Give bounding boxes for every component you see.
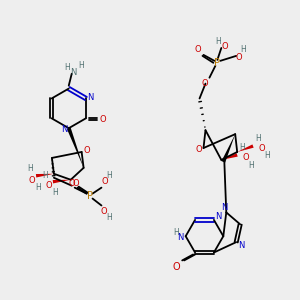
Text: H: H <box>35 183 41 192</box>
Text: N: N <box>87 93 93 102</box>
Text: N: N <box>61 125 68 134</box>
Text: H: H <box>173 228 178 237</box>
Text: H: H <box>64 63 70 72</box>
Text: H: H <box>240 45 246 54</box>
Text: O: O <box>195 146 202 154</box>
Polygon shape <box>221 134 235 163</box>
Text: O: O <box>243 153 249 162</box>
Text: O: O <box>194 45 201 54</box>
Text: P: P <box>214 58 220 68</box>
Text: H: H <box>239 142 245 152</box>
Text: O: O <box>101 177 108 186</box>
Text: N: N <box>215 212 221 221</box>
Text: H: H <box>106 213 112 222</box>
Text: N: N <box>221 203 227 212</box>
Text: O: O <box>99 115 106 124</box>
Text: O: O <box>46 181 52 190</box>
Polygon shape <box>67 128 84 168</box>
Text: O: O <box>172 262 180 272</box>
Text: O: O <box>236 53 242 62</box>
Text: H: H <box>248 161 254 170</box>
Text: O: O <box>72 179 79 188</box>
Text: O: O <box>29 176 35 185</box>
Text: N: N <box>178 233 184 242</box>
Text: H: H <box>52 188 58 197</box>
Polygon shape <box>53 180 71 183</box>
Text: H: H <box>264 152 270 160</box>
Text: N: N <box>238 241 244 250</box>
Text: H: H <box>106 171 112 180</box>
Text: H: H <box>255 134 261 142</box>
Text: H: H <box>27 164 33 173</box>
Text: P: P <box>87 190 93 201</box>
Text: O: O <box>68 179 75 188</box>
Text: O: O <box>100 207 107 216</box>
Text: H: H <box>42 171 48 180</box>
Polygon shape <box>237 144 254 152</box>
Text: O: O <box>222 43 229 52</box>
Text: N: N <box>70 68 77 77</box>
Text: O: O <box>259 143 265 152</box>
Polygon shape <box>221 153 238 160</box>
Polygon shape <box>36 174 54 178</box>
Text: O: O <box>83 146 90 155</box>
Text: H: H <box>78 61 83 70</box>
Text: H: H <box>215 37 221 46</box>
Text: O: O <box>201 79 208 88</box>
